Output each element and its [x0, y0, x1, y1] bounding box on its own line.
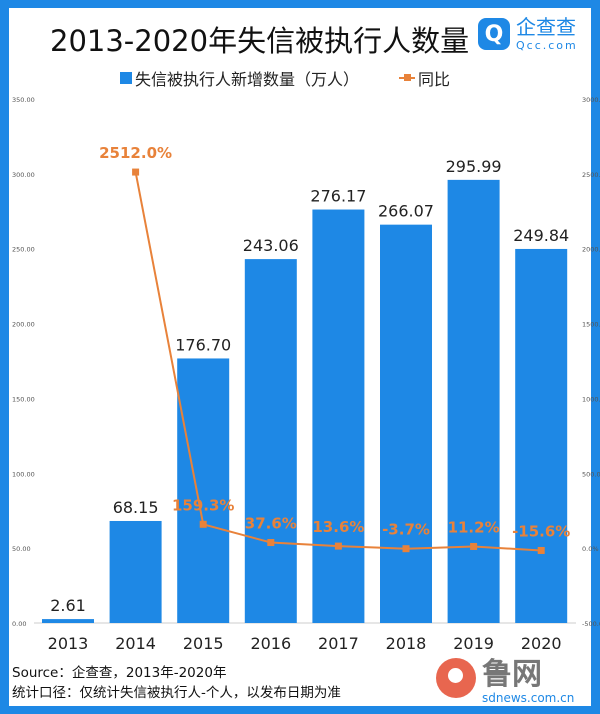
bar-value-label: 68.15	[113, 498, 159, 517]
left-tick-label: 350.00	[12, 96, 35, 104]
bar-value-label: 276.17	[310, 187, 366, 206]
left-tick-label: 200.00	[12, 321, 35, 329]
legend-bar-label: 失信被执行人新增数量（万人）	[135, 70, 360, 89]
right-tick-label: 1000.0%	[582, 395, 600, 403]
watermark: 鲁网	[436, 658, 542, 698]
right-tick-label: 2500.0%	[582, 171, 600, 179]
watermark-url: sdnews.com.cn	[482, 691, 575, 705]
watermark-text: 鲁网	[482, 657, 542, 692]
x-tick-label: 2019	[453, 634, 494, 653]
bar	[177, 358, 230, 623]
right-tick-label: 2000.0%	[582, 246, 600, 254]
logo-cn: 企查查	[516, 15, 576, 39]
left-tick-label: 100.00	[12, 470, 35, 478]
bar	[447, 179, 500, 623]
bar-value-label: 176.70	[175, 335, 231, 354]
legend-line-label: 同比	[418, 70, 451, 89]
x-tick-label: 2016	[250, 634, 291, 653]
bar-value-label: 243.06	[243, 236, 299, 255]
yoy-value-label: 13.6%	[312, 518, 364, 536]
note-text: 统计口径：仅统计失信被执行人-个人，以发布日期为准	[12, 685, 341, 701]
yoy-marker	[537, 546, 545, 554]
x-tick-label: 2017	[318, 634, 359, 653]
watermark-logo-icon	[436, 658, 476, 698]
logo-en: Qcc.com	[516, 39, 578, 52]
x-tick-label: 2020	[521, 634, 562, 653]
left-tick-label: 0.00	[12, 620, 26, 628]
yoy-value-label: 159.3%	[172, 496, 234, 514]
yoy-marker	[402, 545, 410, 553]
yoy-marker	[132, 168, 140, 176]
bar-value-label: 2.61	[50, 596, 86, 615]
right-tick-label: -500.0%	[582, 620, 600, 628]
x-tick-label: 2015	[183, 634, 224, 653]
x-tick-label: 2013	[48, 634, 89, 653]
qcc-logo-icon: Q	[478, 18, 510, 50]
yoy-value-label: -15.6%	[512, 522, 570, 540]
x-tick-label: 2014	[115, 634, 156, 653]
legend-bar-swatch	[120, 72, 132, 84]
chart-title: 2013-2020年失信被执行人数量	[50, 24, 470, 58]
yoy-marker	[199, 520, 207, 528]
left-tick-label: 50.00	[12, 545, 31, 553]
left-tick-label: 300.00	[12, 171, 35, 179]
yoy-value-label: 2512.0%	[99, 144, 172, 162]
left-tick-label: 250.00	[12, 246, 35, 254]
right-tick-label: 3000.0%	[582, 96, 600, 104]
legend: 失信被执行人新增数量（万人） 同比	[120, 66, 450, 90]
footer: Source：企查查，2013年-2020年 统计口径：仅统计失信被执行人-个人…	[12, 663, 341, 703]
yoy-value-label: 11.2%	[448, 518, 500, 536]
bar	[244, 259, 297, 623]
source-text: Source：企查查，2013年-2020年	[12, 665, 227, 681]
legend-line-swatch	[399, 74, 416, 81]
bar	[109, 520, 162, 623]
bar	[42, 619, 94, 623]
right-tick-label: 0.0%	[582, 545, 599, 553]
right-tick-label: 500.0%	[582, 470, 600, 478]
bar-value-label: 295.99	[446, 157, 502, 176]
yoy-marker	[267, 539, 275, 547]
yoy-marker	[470, 542, 478, 550]
bar	[380, 224, 432, 623]
yoy-marker	[334, 542, 342, 550]
yoy-value-label: 37.6%	[245, 515, 297, 533]
left-tick-label: 150.00	[12, 395, 35, 403]
qcc-logo: Q 企查查 Qcc.com	[478, 17, 578, 51]
bar-value-label: 249.84	[513, 226, 569, 245]
x-tick-label: 2018	[386, 634, 427, 653]
right-tick-label: 1500.0%	[582, 321, 600, 329]
bar	[515, 248, 568, 623]
yoy-value-label: -3.7%	[382, 521, 430, 539]
bar	[312, 209, 365, 623]
bar-value-label: 266.07	[378, 202, 434, 221]
